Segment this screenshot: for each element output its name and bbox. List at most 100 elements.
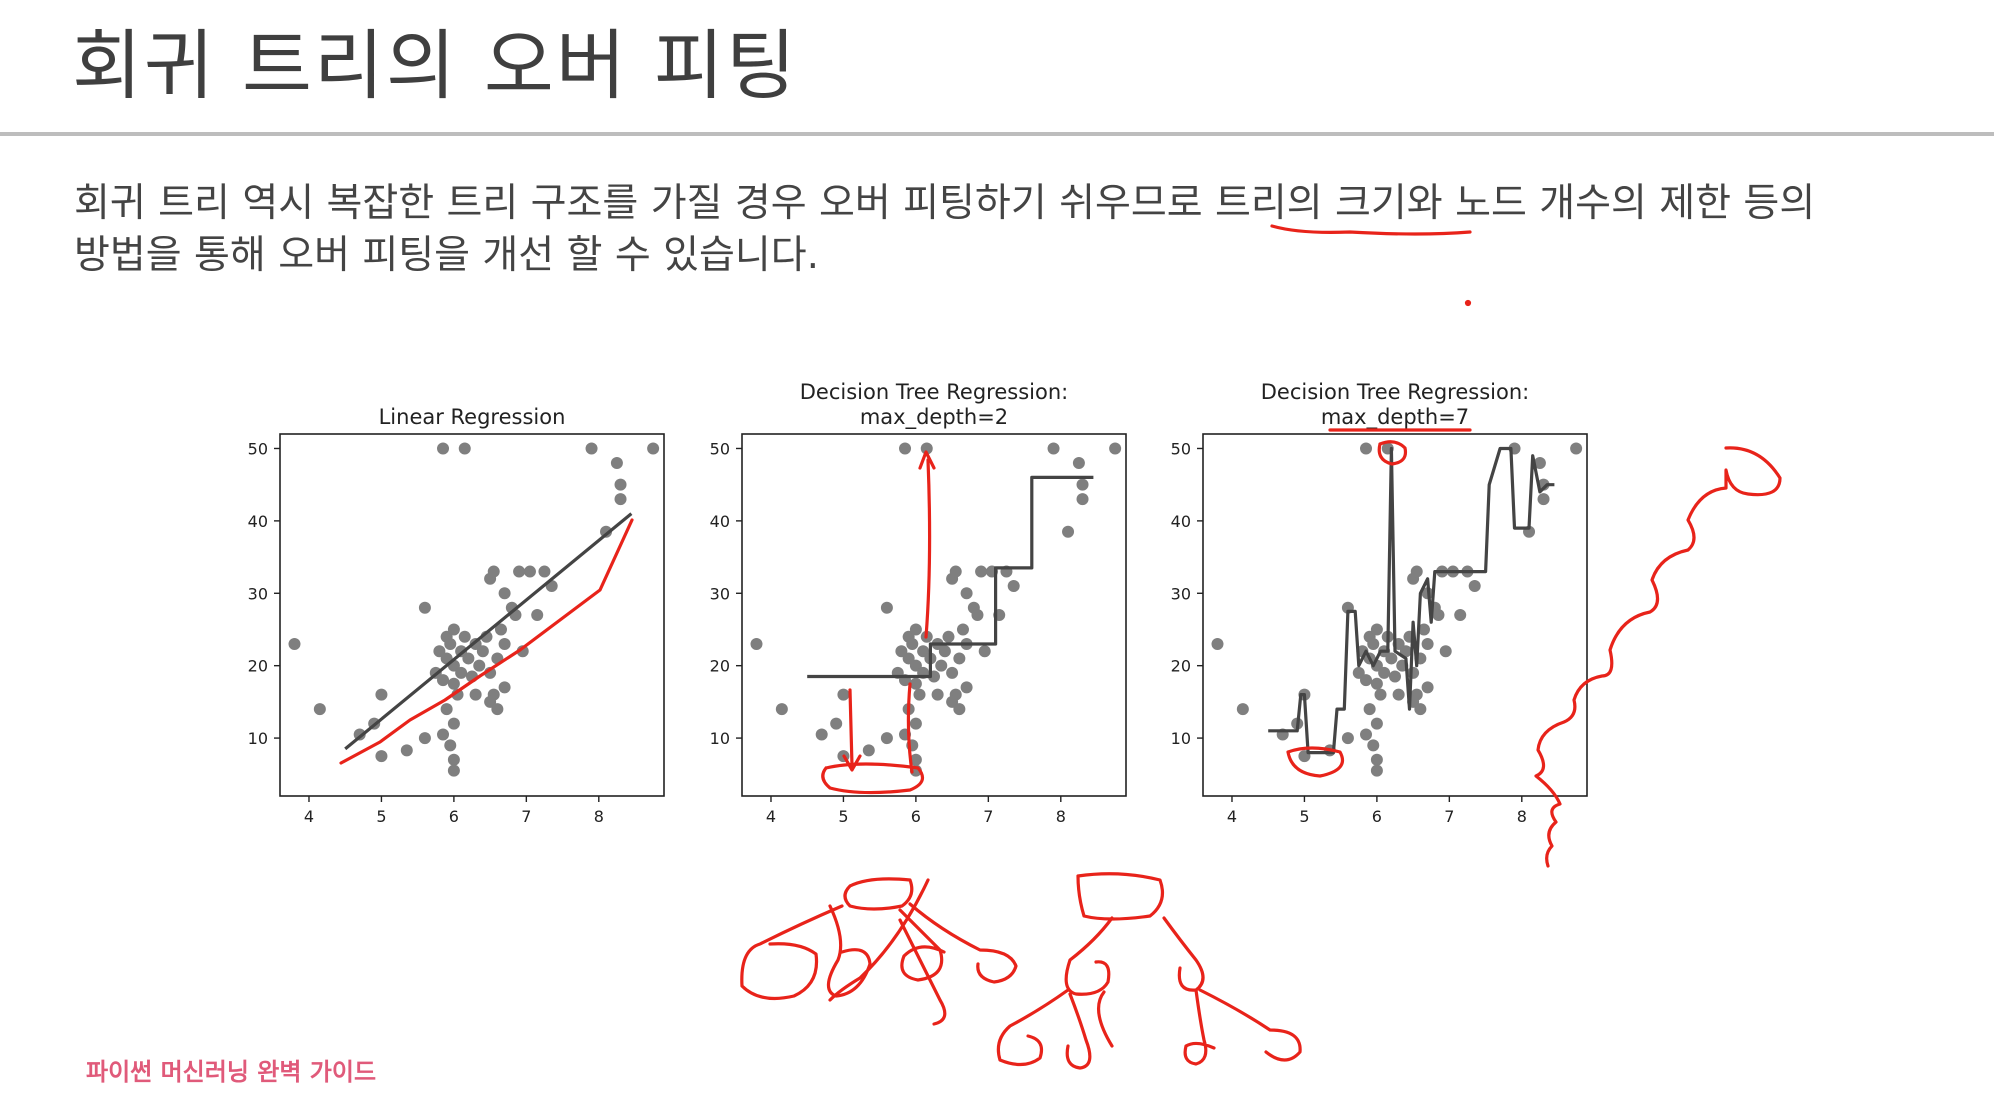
data-point	[1389, 670, 1401, 683]
data-point	[1211, 637, 1224, 650]
data-point	[491, 703, 504, 716]
data-point	[447, 717, 460, 730]
data-point	[902, 703, 915, 716]
data-point	[585, 442, 598, 455]
data-point	[830, 717, 843, 730]
y-tick-label: 50	[248, 439, 268, 458]
data-point	[447, 677, 460, 690]
chart-panel-3: Decision Tree Regression:max_depth=7 4 5 6 7…	[1171, 380, 1588, 826]
data-point	[1537, 493, 1550, 506]
data-point	[418, 732, 431, 745]
data-point	[1341, 732, 1354, 745]
data-point	[1370, 677, 1383, 690]
data-point	[880, 601, 893, 614]
data-point	[1421, 681, 1434, 694]
data-point	[498, 637, 511, 650]
data-point	[938, 645, 951, 658]
data-point	[418, 601, 431, 614]
x-tick-label: 7	[1444, 807, 1454, 826]
y-tick-label: 40	[710, 512, 730, 531]
y-tick-label: 20	[1171, 657, 1191, 676]
data-point	[1385, 652, 1398, 665]
x-tick-label: 4	[1227, 807, 1237, 826]
data-point	[458, 442, 471, 455]
data-point	[1570, 442, 1583, 455]
plot-frame	[741, 433, 1127, 797]
y-tick-label: 40	[248, 512, 268, 531]
x-tick-label: 8	[1056, 807, 1066, 826]
x-tick-label: 6	[449, 807, 459, 826]
data-point	[458, 630, 471, 643]
slide-body-text: 회귀 트리 역시 복잡한 트리 구조를 가질 경우 오버 피팅하기 쉬우므로 트…	[74, 178, 1954, 282]
data-point	[437, 674, 450, 687]
data-point	[931, 688, 944, 701]
data-point	[1399, 645, 1412, 658]
chart-title-line: Decision Tree Regression:	[1261, 380, 1529, 404]
data-point	[1370, 753, 1383, 766]
data-point	[946, 666, 959, 679]
data-point	[975, 565, 988, 578]
data-point	[1360, 728, 1373, 741]
data-point	[1417, 623, 1430, 636]
data-point	[444, 739, 457, 752]
data-point	[462, 652, 475, 665]
data-point	[1363, 703, 1376, 716]
data-point	[1378, 666, 1391, 679]
data-point	[1236, 703, 1249, 716]
data-point	[400, 744, 413, 757]
data-point	[1370, 764, 1383, 777]
y-tick-label: 30	[248, 584, 268, 603]
data-point	[1407, 666, 1420, 679]
data-point	[1468, 580, 1481, 593]
y-tick-label: 50	[710, 439, 730, 458]
data-point	[920, 442, 933, 455]
x-tick-label: 6	[911, 807, 921, 826]
chart-title-line: Linear Regression	[379, 405, 566, 429]
data-point	[1432, 609, 1445, 621]
data-point	[1439, 645, 1452, 658]
data-point	[960, 587, 973, 600]
data-point	[440, 703, 453, 716]
data-point	[1076, 493, 1089, 506]
body-line-1: 회귀 트리 역시 복잡한 트리 구조를 가질 경우 오버 피팅하기 쉬우므로 트…	[74, 181, 1816, 226]
data-point	[1360, 442, 1373, 455]
fit-line	[807, 475, 1094, 679]
data-point	[978, 645, 991, 658]
chart-title-line: Decision Tree Regression:	[800, 380, 1068, 404]
data-point	[909, 659, 922, 672]
x-tick-label: 8	[1517, 807, 1527, 826]
data-point	[956, 623, 969, 636]
y-tick-label: 10	[710, 729, 730, 748]
y-tick-label: 40	[1171, 512, 1191, 531]
data-point	[437, 728, 450, 741]
data-point	[953, 652, 966, 665]
y-tick-label: 20	[248, 657, 268, 676]
x-tick-label: 4	[304, 807, 314, 826]
data-point	[909, 764, 922, 777]
fit-line	[1268, 446, 1555, 755]
y-tick-label: 50	[1171, 439, 1191, 458]
data-point	[902, 652, 915, 665]
data-point	[1421, 637, 1434, 650]
data-point	[815, 728, 828, 741]
y-tick-label: 10	[248, 729, 268, 748]
chart-title-line: max_depth=7	[1321, 405, 1469, 430]
data-point	[1076, 478, 1089, 491]
data-point	[466, 670, 478, 683]
data-point	[288, 637, 301, 650]
data-point	[1370, 623, 1383, 636]
x-tick-label: 7	[983, 807, 993, 826]
chart-title-line: max_depth=2	[860, 405, 1008, 430]
data-point	[1392, 688, 1405, 701]
data-point	[647, 442, 660, 455]
data-point	[899, 442, 912, 455]
data-point	[1370, 717, 1383, 730]
data-point	[1109, 442, 1122, 455]
x-tick-label: 4	[766, 807, 776, 826]
x-tick-label: 5	[838, 807, 848, 826]
data-point	[523, 565, 536, 578]
data-point	[1007, 580, 1020, 593]
data-point	[447, 623, 460, 636]
data-point	[1072, 456, 1085, 469]
